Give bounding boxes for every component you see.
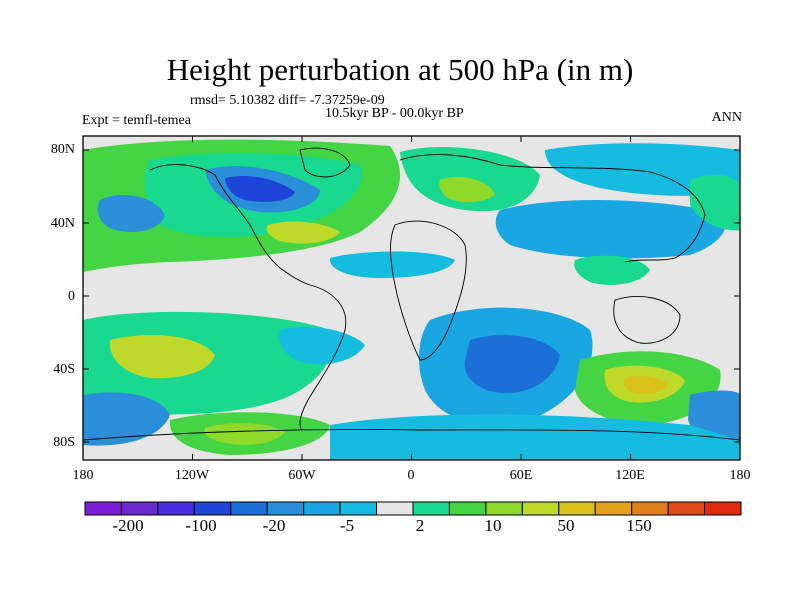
lon-label-120e: 120E bbox=[615, 468, 645, 483]
lon-label-180e: 180 bbox=[729, 468, 751, 483]
colorbar-label-5: 10 bbox=[484, 516, 502, 535]
colorbar-swatch-4 bbox=[230, 501, 268, 516]
coastline-south-america bbox=[299, 284, 347, 431]
contour-region-west-pacific-green bbox=[574, 255, 650, 285]
lat-label-40s: 40S bbox=[53, 362, 75, 377]
colorbar-label-3: -5 bbox=[339, 516, 355, 535]
contour-region-asia-cyan bbox=[329, 251, 455, 278]
contour-region-south-pacific-lime bbox=[109, 335, 215, 379]
colorbar-swatch-5 bbox=[266, 501, 305, 516]
contour-region-hudson-darkblue bbox=[225, 175, 295, 202]
colorbar-label-0: -200 bbox=[112, 516, 144, 535]
lat-label-80s: 80S bbox=[53, 435, 75, 450]
colorbar-swatch-3 bbox=[193, 501, 232, 516]
colorbar-label-6: 50 bbox=[557, 516, 575, 535]
contour-region-indian-ocean-midblue bbox=[464, 335, 560, 394]
colorbar-swatch-6 bbox=[303, 501, 341, 516]
colorbar-swatch-11 bbox=[485, 501, 523, 516]
coastline-africa bbox=[390, 220, 467, 361]
page-title: Height perturbation at 500 hPa (in m) bbox=[166, 52, 634, 87]
coastline-australia bbox=[613, 296, 681, 344]
lon-label-0: 0 bbox=[407, 468, 415, 483]
coastline-greenland bbox=[299, 147, 351, 178]
experiment-label: Expt = temfl-temea bbox=[82, 113, 191, 128]
contour-region-asia-blue bbox=[495, 200, 726, 259]
colorbar-swatch-10 bbox=[448, 501, 487, 516]
colorbar-label-4: 2 bbox=[415, 516, 425, 535]
colorbar-swatch-16 bbox=[667, 501, 706, 516]
lon-label-60w: 60W bbox=[288, 468, 316, 483]
contour-region-north-pacific-green bbox=[690, 174, 740, 231]
contour-region-europe-yellow bbox=[439, 176, 495, 203]
lon-label-120w: 120W bbox=[174, 468, 210, 483]
colorbar-label-7: 150 bbox=[626, 516, 652, 535]
colorbar-swatch-7 bbox=[339, 501, 378, 516]
coastline-north-america bbox=[149, 164, 311, 286]
coastline-eurasia bbox=[399, 154, 706, 263]
coastlines bbox=[83, 147, 740, 441]
lat-label-80n: 80N bbox=[50, 142, 75, 157]
contour-region-antarctic-yellow bbox=[204, 423, 285, 445]
contour-region-south-of-australia-orange bbox=[623, 375, 668, 394]
lon-label-60e: 60E bbox=[509, 468, 533, 483]
lat-label-eq: 0 bbox=[68, 289, 75, 304]
contour-region-north-pacific-blue bbox=[97, 195, 165, 232]
contour-region-southeast-pacific-blue bbox=[83, 392, 170, 446]
colorbar-swatch-14 bbox=[594, 501, 633, 516]
contour-region-antarctic-cyan bbox=[330, 414, 740, 460]
colorbar-swatch-13 bbox=[558, 501, 596, 516]
lon-label-180w: 180 bbox=[72, 468, 94, 483]
season-label: ANN bbox=[711, 110, 742, 125]
colorbar-label-2: -20 bbox=[262, 516, 286, 535]
colorbar-label-1: -100 bbox=[185, 516, 217, 535]
colorbar-swatch-2 bbox=[157, 501, 195, 516]
colorbar-swatch-8 bbox=[376, 501, 414, 516]
colorbar-swatch-0 bbox=[84, 501, 122, 516]
color-bar bbox=[84, 501, 742, 516]
time-period: 10.5kyr BP - 00.0kyr BP bbox=[325, 106, 464, 121]
colorbar-swatch-9 bbox=[412, 501, 450, 516]
lat-label-40n: 40N bbox=[50, 216, 75, 231]
colorbar-swatch-1 bbox=[120, 501, 159, 516]
colorbar-swatch-15 bbox=[631, 501, 669, 516]
colorbar-swatch-12 bbox=[521, 501, 560, 516]
contour-fill-layer bbox=[83, 136, 740, 460]
colorbar-swatch-17 bbox=[704, 501, 742, 516]
rmsd-diff-stats: rmsd= 5.10382 diff= -7.37259e-09 bbox=[190, 93, 385, 108]
axis-ticks bbox=[82, 136, 741, 460]
contour-region-us-yellow bbox=[266, 221, 340, 244]
coastline-antarctica bbox=[83, 429, 740, 441]
